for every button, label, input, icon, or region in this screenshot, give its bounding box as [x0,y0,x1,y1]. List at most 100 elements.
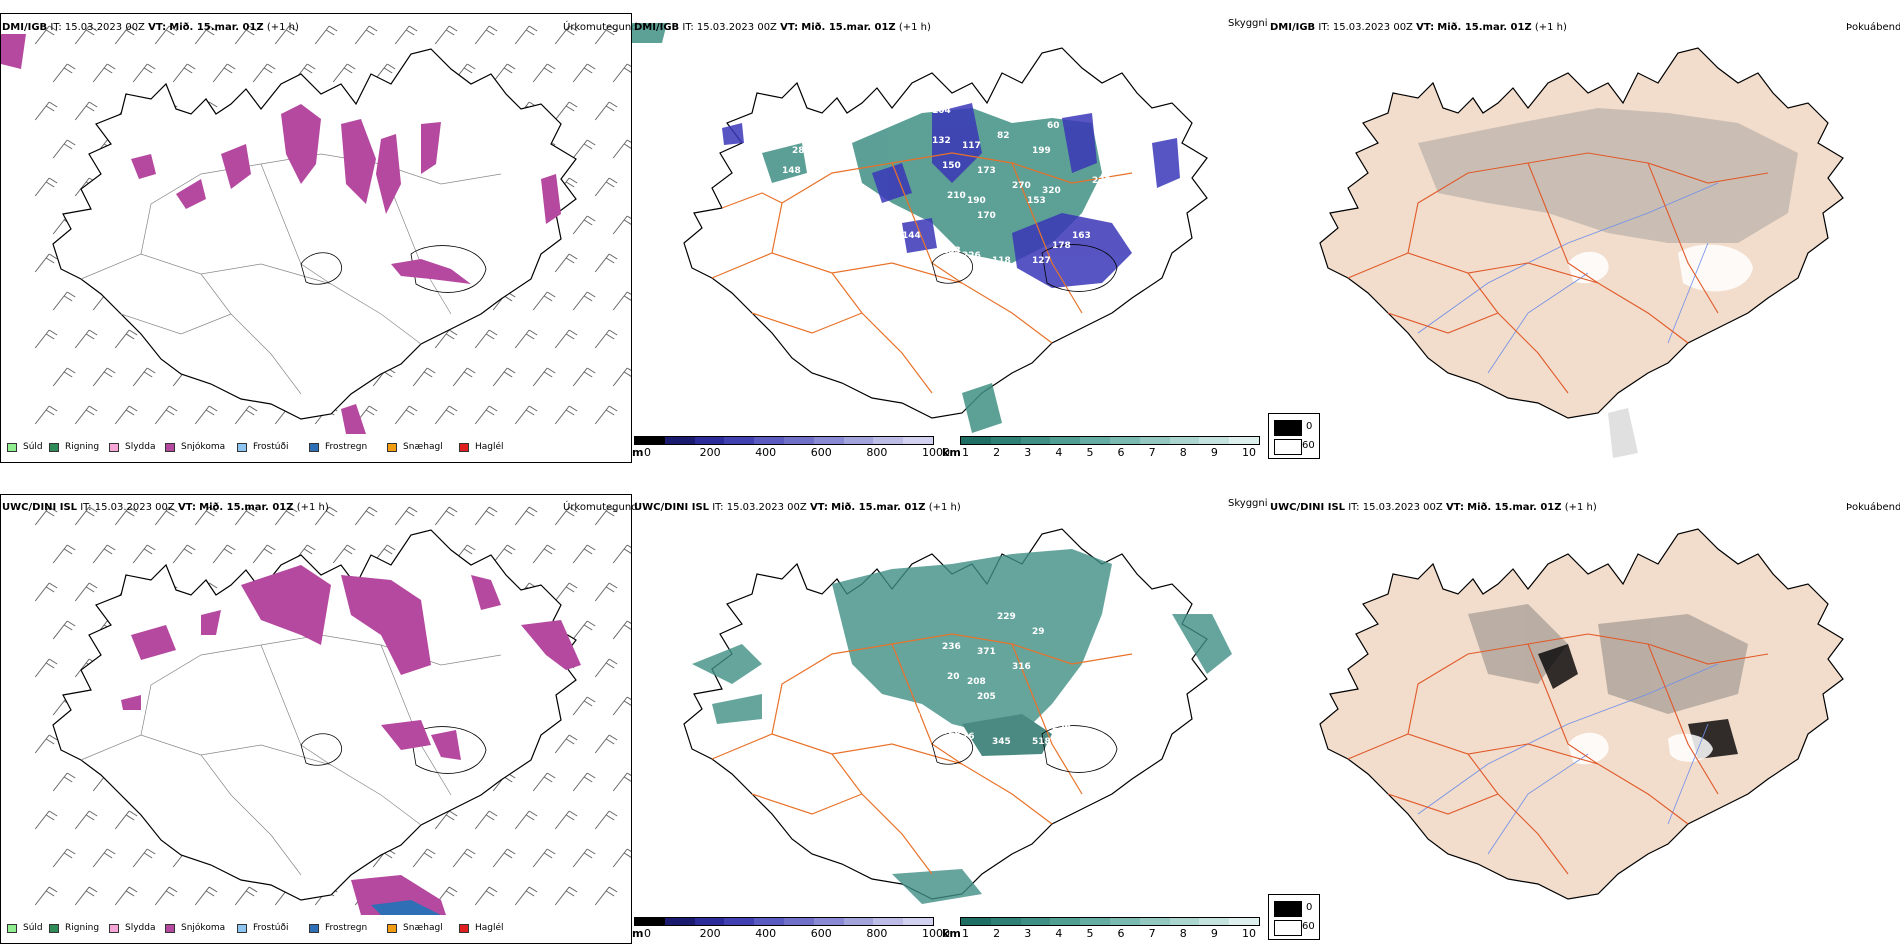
glacier-outlines [300,245,487,293]
wind-barb [474,886,498,906]
header-top-right: DMI/IGB IT: 15.03.2023 00Z VT: Mið. 15.m… [1270,22,1567,33]
wind-barb [234,405,258,425]
wind-barb [52,139,76,159]
legend-item-frostregn: Frostregn [309,923,367,934]
colorbar-segment [873,437,904,444]
wind-barb [474,405,498,425]
header-top-middle: DMI/IGB IT: 15.03.2023 00Z VT: Mið. 15.m… [634,22,931,33]
wind-barb [234,25,258,45]
wind-barb [34,886,58,906]
wind-barb [92,848,116,868]
legend-label: Snjókoma [181,923,226,933]
colorbar-segment [1169,437,1200,444]
wind-barb [554,582,578,602]
legend-swatch [309,924,319,933]
ceiling-label: 173 [977,166,996,176]
scale-tick: 1000 [922,446,950,459]
legend-label: Snæhagl [403,442,443,452]
colorbar-segment [664,437,695,444]
ceiling-scale-top: m 0 200 400 600 800 1000 [632,436,950,462]
scale-tick: 800 [866,927,888,940]
fog-map-bottom [1319,528,1844,900]
wind-barb [92,367,116,387]
wind-barb [132,367,156,387]
ceiling-label: 29 [1032,627,1045,637]
wind-barb [532,63,556,83]
colorbar-segment [813,437,844,444]
wind-barb [52,620,76,640]
ceiling-colorbar [634,436,934,445]
legend-swatch [459,443,469,452]
ceiling-label: 722 [902,712,921,722]
wind-barb [554,506,578,526]
legend-item-súld: Súld [7,923,43,934]
visibility-teal-areas [692,549,1232,904]
ceiling-label: 229 [997,612,1016,622]
ceiling-label: 255 [747,121,766,131]
wind-barb [274,506,298,526]
wind-barb [74,506,98,526]
colorbar-segment [961,437,991,444]
legend-swatch [237,924,247,933]
rivers [1417,182,1719,374]
legend-swatch [459,924,469,933]
scale-tick: 200 [699,927,721,940]
fog-plume [1608,408,1638,458]
wind-barb [132,848,156,868]
legend-swatch [165,924,175,933]
precip-legend-bottom: Súld Rigning Slydda Snjókoma Frostúði Frostre… [7,923,627,935]
wind-barb [52,291,76,311]
wind-barb [514,329,538,349]
ceiling-label: 345 [992,737,1011,747]
fog-panel-top: 0 60 [1268,13,1900,463]
wind-barb [74,810,98,830]
wind-barb [74,582,98,602]
wind-barb [434,506,458,526]
legend-label: Rigning [65,442,100,452]
legend-swatch [165,443,175,452]
wind-barb [74,886,98,906]
ceiling-label: 16 [962,732,975,742]
visibility-colorbar [960,917,1260,926]
wind-barb [412,848,436,868]
scale-tick: 9 [1210,446,1218,459]
ceiling-label: 201 [797,196,816,206]
wind-barb [74,25,98,45]
iceland-coastline [52,48,577,420]
roads [711,152,1133,394]
wind-barb [572,215,596,235]
wind-barb [554,810,578,830]
wind-barb [514,810,538,830]
wind-barb [92,544,116,564]
ceiling-scale-bottom: m 0 200 400 600 800 1000 [632,917,950,943]
wind-barb [474,329,498,349]
scale-tick: 400 [755,446,777,459]
legend-item-haglél: Haglél [459,442,504,453]
wind-barb [612,620,631,640]
wind-barb [532,772,556,792]
colorbar-segment [1020,437,1051,444]
wind-barb [234,886,258,906]
legend-label: Slydda [125,442,156,452]
wind-barb [612,291,631,311]
wind-barb [132,63,156,83]
roads [711,633,1133,875]
wind-barb [114,25,138,45]
colorbar-segment [724,437,755,444]
legend-label: Rigning [65,923,100,933]
legend-item-frostúði: Frostúði [237,923,288,934]
wind-barb [612,848,631,868]
scale-tick: 800 [866,446,888,459]
visibility-panel-bottom: 900 288 722 328 16 345 518 256 237 236 371 316 208 20… [632,494,1264,944]
wind-barb [34,582,58,602]
wind-barb [612,544,631,564]
legend-swatch [237,443,247,452]
wind-barb [492,367,516,387]
ceiling-label: 316 [1012,662,1031,672]
colorbar-segment [843,437,874,444]
scale-tick: 2 [993,446,1001,459]
ceiling-label: 104 [932,106,951,116]
